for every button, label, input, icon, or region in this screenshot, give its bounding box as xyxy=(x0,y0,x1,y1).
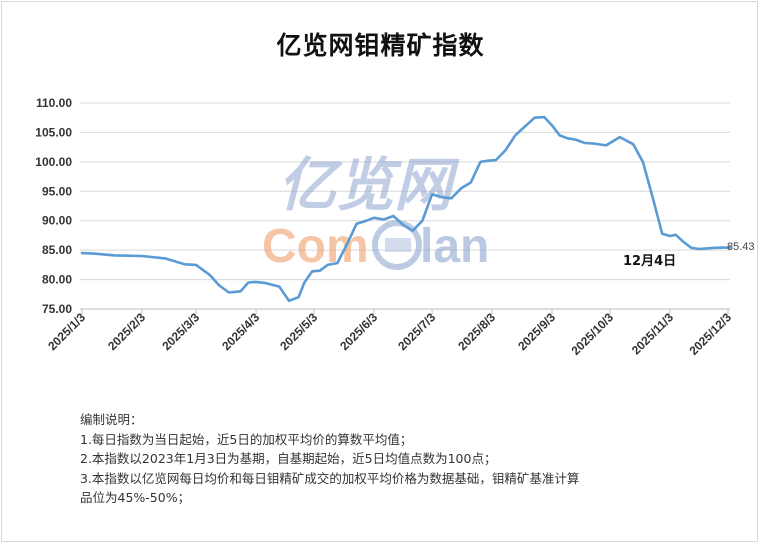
watermark-en-left: Com xyxy=(262,220,369,273)
x-tick-label: 2025/6/3 xyxy=(337,310,380,353)
notes-line-1: 1.每日指数为当日起始，近5日的加权平均价的算数平均值； xyxy=(80,431,413,447)
watermark-logo-icon xyxy=(372,220,422,270)
x-axis-ticks: 2025/1/3 2025/2/3 2025/3/3 2025/4/3 2025/5/3… xyxy=(45,309,734,358)
date-annotation: 12月4日 xyxy=(623,254,676,269)
y-axis-ticks: 75.00 80.00 85.00 90.00 95.00 100.00 105.00 110… xyxy=(35,96,72,316)
last-value-label: 85.43 xyxy=(727,241,755,253)
watermark: 亿览网 Com lan xyxy=(262,151,489,273)
index-series-line xyxy=(80,115,732,303)
x-tick-label: 2025/2/3 xyxy=(105,310,148,353)
y-tick-label: 100.00 xyxy=(35,155,72,169)
y-tick-label: 75.00 xyxy=(42,302,72,316)
y-tick-label: 105.00 xyxy=(35,125,72,139)
y-tick-label: 85.00 xyxy=(42,243,72,257)
notes-line-3: 3.本指数以亿览网每日均价和每日钼精矿成交的加权平均价格为数据基础，钼精矿基准计… xyxy=(80,470,580,486)
notes-heading: 编制说明： xyxy=(80,412,143,427)
watermark-en-right: lan xyxy=(420,220,489,273)
x-tick-label: 2025/4/3 xyxy=(219,310,262,353)
chart-title: 亿览网钼精矿指数 xyxy=(276,31,485,60)
x-tick-label: 2025/9/3 xyxy=(515,310,558,353)
x-tick-label: 2025/11/3 xyxy=(629,310,676,357)
notes: 编制说明： 1.每日指数为当日起始，近5日的加权平均价的算数平均值； 2.本指数… xyxy=(80,410,700,508)
notes-line-2: 2.本指数以2023年1月3日为基期，自基期起始，近5日均值点数为100点； xyxy=(80,451,497,466)
x-tick-label: 2025/8/3 xyxy=(455,310,498,353)
notes-line-4: 品位为45%-50%； xyxy=(80,490,191,505)
y-tick-label: 110.00 xyxy=(36,96,72,110)
gridlines xyxy=(80,102,730,281)
x-tick-label: 2025/12/3 xyxy=(686,310,734,358)
watermark-cn: 亿览网 xyxy=(278,151,460,219)
x-tick-label: 2025/7/3 xyxy=(395,310,438,353)
x-tick-label: 2025/3/3 xyxy=(159,310,202,353)
x-tick-label: 2025/10/3 xyxy=(568,310,616,358)
x-tick-label: 2025/1/3 xyxy=(45,310,88,353)
x-tick-label: 2025/5/3 xyxy=(277,310,320,353)
y-tick-label: 90.00 xyxy=(42,214,72,228)
y-tick-label: 80.00 xyxy=(42,273,72,287)
y-tick-label: 95.00 xyxy=(42,184,72,198)
